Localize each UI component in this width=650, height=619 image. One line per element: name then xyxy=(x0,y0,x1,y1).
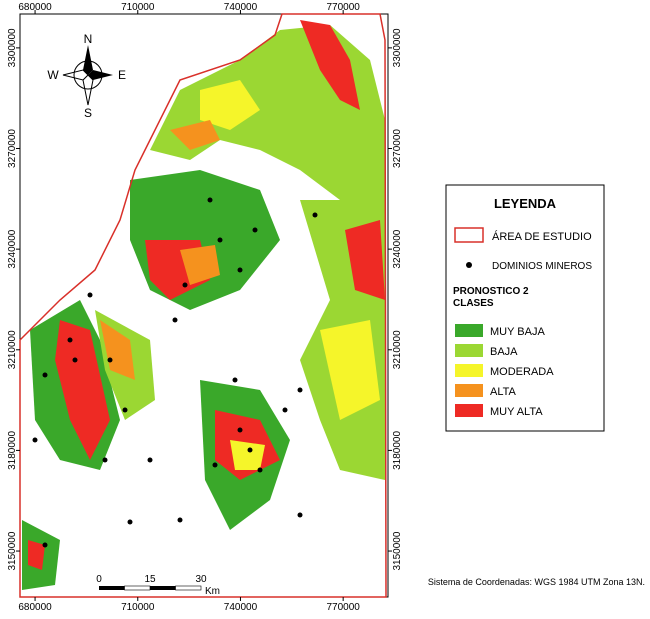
scale-segment xyxy=(124,585,151,591)
y-tick-label: 3150000 xyxy=(392,531,403,570)
scale-segment xyxy=(150,586,176,590)
legend-title: LEYENDA xyxy=(494,196,557,211)
x-tick-label: 680000 xyxy=(18,2,52,13)
x-tick-label: 680000 xyxy=(18,602,52,613)
study-area-outline xyxy=(19,13,387,598)
scale-label: 30 xyxy=(195,574,207,585)
y-tick-label: 3150000 xyxy=(7,531,18,570)
compass-west: W xyxy=(47,68,59,82)
y-tick-label: 3210000 xyxy=(7,330,18,369)
scale-label: 0 xyxy=(96,574,102,585)
scale-unit: Km xyxy=(205,586,220,597)
x-tick-label: 740000 xyxy=(224,2,258,13)
x-tick-label: 710000 xyxy=(121,2,155,13)
map xyxy=(19,13,389,598)
y-tick-label: 3270000 xyxy=(392,129,403,168)
legend-swatch xyxy=(455,364,483,377)
y-tick-label: 3210000 xyxy=(392,330,403,369)
legend-swatch xyxy=(455,404,483,417)
scale-segment xyxy=(99,586,125,590)
mine-swatch xyxy=(466,262,472,268)
x-tick-label: 770000 xyxy=(326,2,360,13)
legend-section-title: PRONOSTICO 2 CLASES xyxy=(453,286,529,309)
legend-section-box: PRONOSTICO 2 CLASES xyxy=(453,286,529,309)
y-tick-label: 3270000 xyxy=(7,129,18,168)
coordinate-note: Sistema de Coordenadas: WGS 1984 UTM Zon… xyxy=(428,577,645,587)
hazard-zones xyxy=(22,20,385,590)
y-tick-label: 3240000 xyxy=(392,229,403,268)
x-tick-label: 740000 xyxy=(224,602,258,613)
legend-swatch xyxy=(455,324,483,337)
legend-label: BAJA xyxy=(490,346,518,358)
legend-label: ALTA xyxy=(490,386,517,398)
scale-label: 15 xyxy=(144,574,156,585)
y-tick-label: 3180000 xyxy=(7,431,18,470)
compass-east: E xyxy=(118,68,126,82)
y-tick-label: 3300000 xyxy=(7,28,18,67)
study-area-swatch xyxy=(454,227,484,243)
mine-points xyxy=(32,197,318,548)
legend-mines: DOMINIOS MINEROS xyxy=(492,261,592,272)
scale-segment xyxy=(175,585,202,591)
legend-swatch xyxy=(455,344,483,357)
compass-north: N xyxy=(84,32,93,46)
x-tick-label: 770000 xyxy=(326,602,360,613)
legend-study-area: ÁREA DE ESTUDIO xyxy=(492,230,592,243)
legend-label: MODERADA xyxy=(490,366,554,378)
legend: LEYENDA ÁREA DE ESTUDIO DOMINIOS MINEROS PR… xyxy=(445,184,605,432)
compass-south: S xyxy=(84,106,92,120)
y-tick-label: 3300000 xyxy=(392,28,403,67)
x-tick-label: 710000 xyxy=(121,602,155,613)
y-tick-label: 3240000 xyxy=(7,229,18,268)
legend-label: MUY BAJA xyxy=(490,326,545,338)
legend-label: MUY ALTA xyxy=(490,406,543,418)
compass xyxy=(62,45,113,106)
y-tick-label: 3180000 xyxy=(392,431,403,470)
legend-swatch xyxy=(455,384,483,397)
